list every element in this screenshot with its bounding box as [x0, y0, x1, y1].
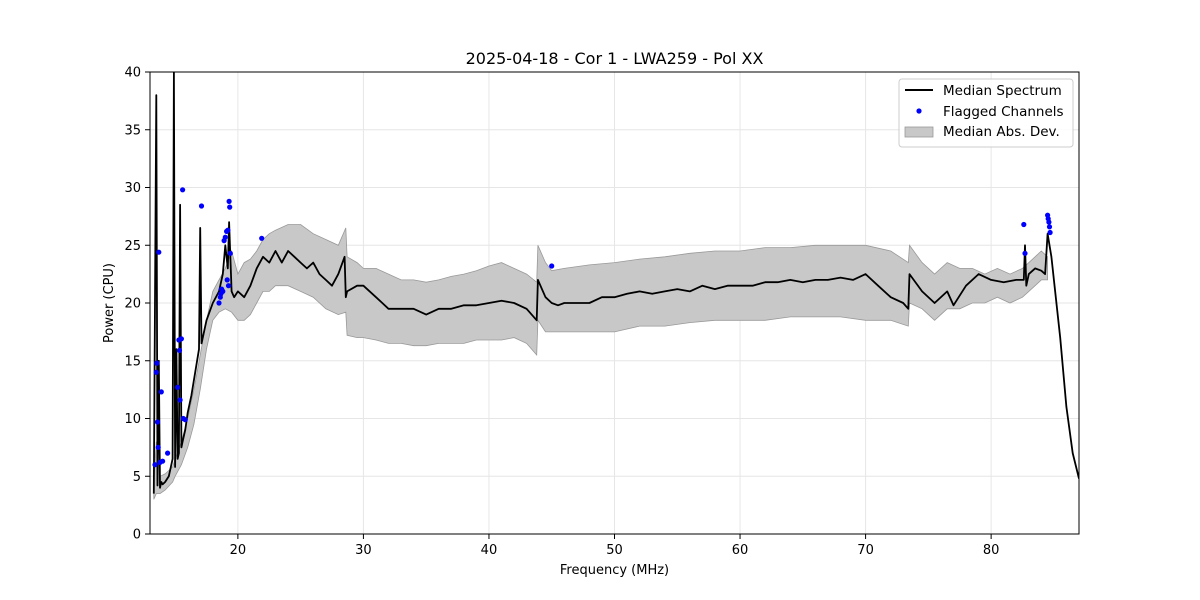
flagged-channel-point [158, 389, 164, 395]
flagged-channel-point [182, 417, 188, 423]
y-tick-label: 25 [124, 239, 141, 254]
legend-median-label: Median Spectrum [943, 83, 1062, 99]
x-tick-label: 20 [230, 543, 247, 558]
y-tick-label: 15 [124, 354, 141, 369]
x-tick-label: 40 [481, 543, 498, 558]
x-tick-label: 60 [732, 543, 749, 558]
flagged-channel-point [154, 360, 160, 366]
flagged-channel-point [1046, 224, 1053, 230]
flagged-channel-point [222, 234, 228, 240]
y-tick-label: 30 [124, 181, 141, 196]
legend-flagged-swatch [916, 108, 922, 114]
y-tick-label: 40 [124, 66, 141, 81]
flagged-channel-point [165, 450, 171, 456]
plot-content [152, 72, 1079, 500]
x-tick-label: 80 [983, 543, 1000, 558]
flagged-channel-point [259, 235, 265, 241]
flagged-channel-point [1022, 250, 1028, 256]
flagged-channel-point [176, 347, 183, 353]
legend-box [898, 78, 1074, 148]
legend-mad-swatch [904, 126, 934, 138]
x-axis-label: Frequency (MHz) [560, 563, 669, 578]
flagged-channel-point [224, 277, 230, 283]
flagged-channel-point [226, 198, 232, 204]
flagged-channel-point [198, 203, 205, 209]
y-axis-ticks: 0 5 10 15 20 25 30 35 40 [124, 66, 150, 543]
y-tick-label: 5 [133, 470, 141, 485]
x-tick-label: 70 [857, 543, 874, 558]
median-spectrum-line [152, 72, 1079, 494]
flagged-channel-point [227, 204, 233, 210]
flagged-channel-point [155, 444, 161, 450]
flagged-channel-point [227, 250, 233, 256]
x-tick-label: 30 [355, 543, 372, 558]
y-axis-label: Power (CPU) [102, 263, 117, 343]
flagged-channel-point [153, 369, 159, 375]
y-tick-label: 10 [124, 412, 141, 427]
y-tick-label: 35 [124, 123, 141, 138]
flagged-channel-point [549, 263, 555, 269]
flagged-channel-point [175, 384, 181, 390]
chart-title: 2025-04-18 - Cor 1 - LWA259 - Pol XX [466, 49, 764, 68]
median-abs-dev-band [153, 224, 1048, 500]
flagged-channel-point [156, 249, 162, 255]
flagged-channel-point [220, 288, 226, 294]
legend-mad-label: Median Abs. Dev. [943, 124, 1060, 140]
flagged-channel-point [1021, 221, 1027, 228]
flagged-channel-point [154, 419, 161, 425]
flagged-channel-point [160, 458, 166, 464]
flagged-channels [152, 187, 1053, 468]
flagged-channel-point [225, 227, 231, 233]
flagged-channel-point [1046, 219, 1052, 225]
flagged-channel-point [178, 336, 184, 342]
x-axis-ticks: 20 30 40 50 60 70 80 [230, 534, 1000, 558]
y-tick-label: 20 [124, 297, 141, 312]
legend-flagged-label: Flagged Channels [943, 104, 1064, 120]
legend: Median Spectrum Flagged Channels Median … [898, 78, 1074, 148]
x-tick-label: 50 [606, 543, 623, 558]
y-tick-label: 0 [133, 528, 141, 543]
flagged-channel-point [152, 462, 158, 468]
flagged-channel-point [180, 187, 186, 193]
flagged-channel-point [1047, 229, 1053, 236]
flagged-channel-point [216, 300, 222, 306]
flagged-channel-point [225, 283, 232, 289]
flagged-channel-point [177, 397, 183, 403]
